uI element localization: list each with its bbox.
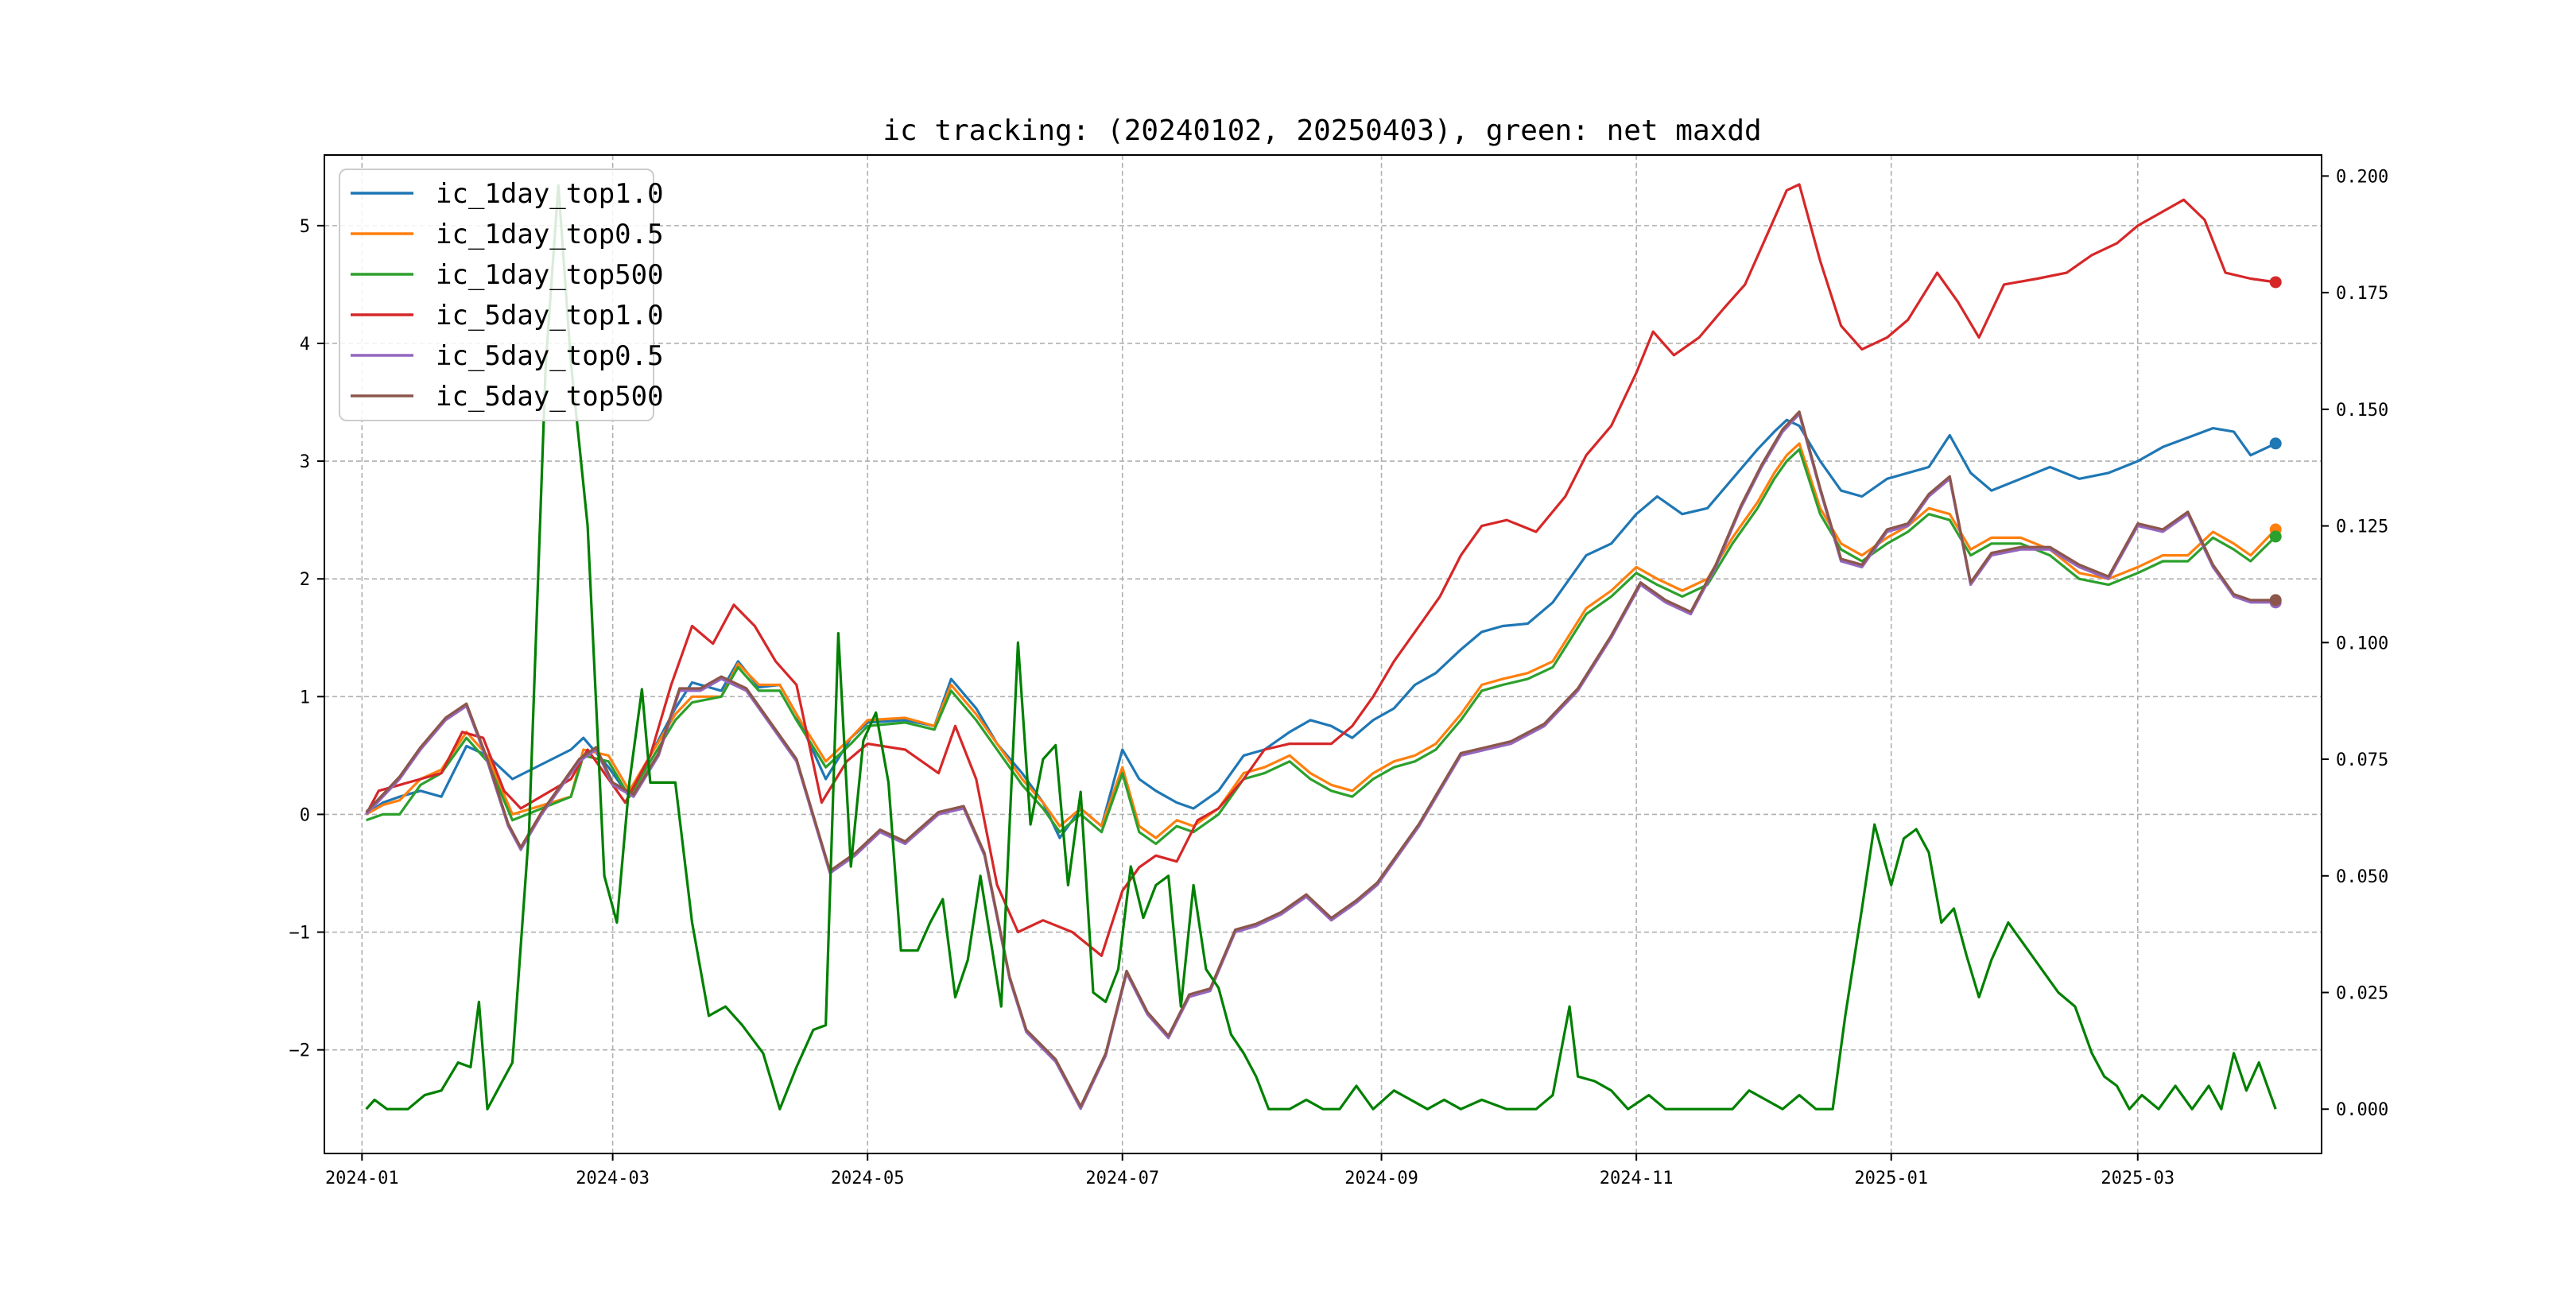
legend-label: ic_5day_top0.5 <box>436 340 664 372</box>
legend-label: ic_1day_top1.0 <box>436 178 664 210</box>
y-left-tick-label: −1 <box>289 924 311 944</box>
x-tick-label: 2024-03 <box>576 1169 650 1188</box>
series-line-ic_5day_top500 <box>365 410 2276 1108</box>
series-end-marker-ic_1day_top500 <box>2269 530 2282 543</box>
series-layer <box>365 183 2282 1111</box>
legend-label: ic_5day_top500 <box>436 381 664 413</box>
y-left-tick-label: 5 <box>300 217 310 237</box>
y-right-tick-label: 0.025 <box>2336 984 2388 1004</box>
series-line-net-maxdd <box>365 184 2277 1111</box>
y-left-tick-label: 2 <box>300 570 310 590</box>
legend-label: ic_1day_top0.5 <box>436 219 664 250</box>
legend-label: ic_5day_top1.0 <box>436 300 664 331</box>
series-line-ic_5day_top1-0 <box>365 183 2276 957</box>
y-left-tick-label: 0 <box>300 805 310 825</box>
x-tick-label: 2025-03 <box>2101 1169 2174 1188</box>
y-right-tick-label: 0.075 <box>2336 750 2388 770</box>
plot-frame <box>324 154 2322 1154</box>
y-left-tick-label: 3 <box>300 452 310 472</box>
x-tick-label: 2024-07 <box>1085 1169 1159 1188</box>
axis-layer: 2024-01 2024-03 2024-05 2024-07 2024-09 2024-… <box>289 167 2389 1188</box>
y-right-tick-label: 0.125 <box>2336 518 2388 537</box>
y-right-tick-label: 0.200 <box>2336 167 2388 187</box>
legend-box <box>339 169 654 421</box>
series-end-marker-ic_1day_top1-0 <box>2269 437 2282 450</box>
y-right-tick-label: 0.100 <box>2336 634 2388 653</box>
y-right-tick-label: 0.000 <box>2336 1100 2388 1120</box>
y-left-tick-label: 4 <box>300 335 310 355</box>
y-right-tick-label: 0.175 <box>2336 284 2388 304</box>
x-tick-label: 2024-09 <box>1344 1169 1418 1188</box>
x-tick-label: 2024-11 <box>1600 1169 1674 1188</box>
legend-label: ic_1day_top500 <box>436 259 664 291</box>
x-tick-label: 2025-01 <box>1854 1169 1928 1188</box>
y-right-tick-label: 0.150 <box>2336 401 2388 421</box>
y-left-tick-label: 1 <box>300 688 310 708</box>
y-left-tick-label: −2 <box>289 1041 311 1061</box>
series-end-marker-ic_5day_top1-0 <box>2269 276 2282 289</box>
chart-title: ic tracking: (20240102, 20250403), green… <box>883 114 1761 147</box>
x-tick-label: 2024-05 <box>831 1169 905 1188</box>
series-line-ic_1day_top1-0 <box>365 418 2276 839</box>
x-tick-label: 2024-01 <box>325 1169 399 1188</box>
series-end-marker-ic_5day_top500 <box>2269 594 2282 607</box>
series-line-ic_1day_top0-5 <box>365 442 2277 839</box>
series-line-ic_1day_top500 <box>366 448 2277 846</box>
grid-layer <box>324 155 2322 1153</box>
y-right-tick-label: 0.050 <box>2336 867 2388 887</box>
legend: ic_1day_top1.0 ic_1day_top0.5 ic_1day_top5… <box>339 169 664 421</box>
